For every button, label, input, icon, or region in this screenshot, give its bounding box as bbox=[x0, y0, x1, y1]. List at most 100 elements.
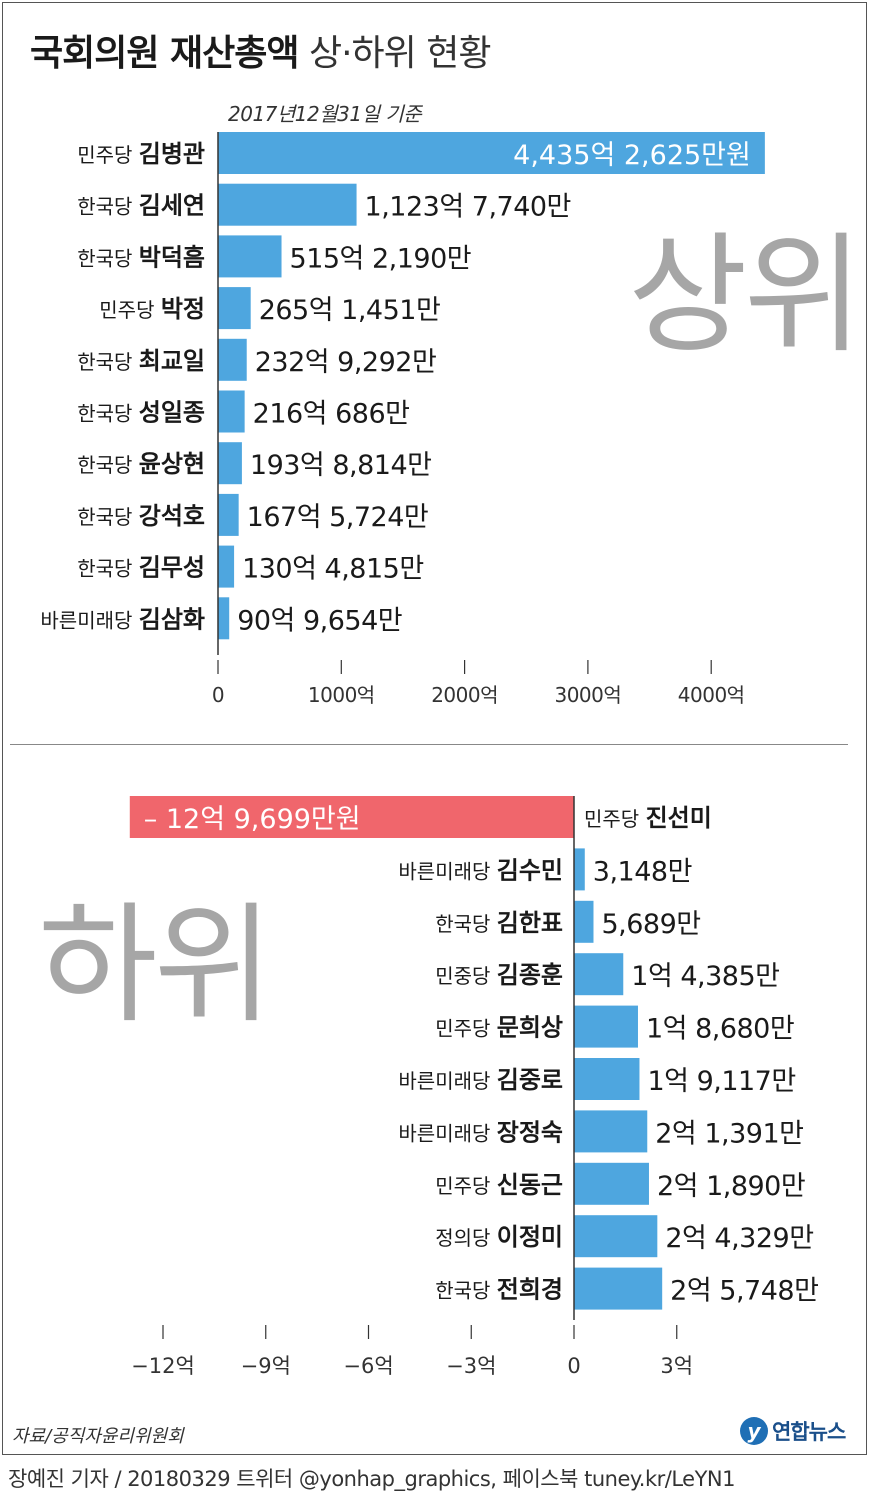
credit-line: 장예진 기자 / 20180329 트위터 @yonhap_graphics, … bbox=[8, 1467, 736, 1491]
member-name: 이정미 bbox=[497, 1223, 563, 1251]
bar-bottom-3 bbox=[574, 900, 594, 943]
party-name: 바른미래당 bbox=[40, 608, 138, 632]
value-label-top-10: 90억 9,654만 bbox=[237, 605, 402, 636]
chart-frame bbox=[2, 2, 867, 1455]
party-name: 민주당 bbox=[435, 1174, 497, 1198]
value-label-top-7: 193억 8,814만 bbox=[250, 450, 432, 481]
value-label-bottom-3: 5,689만 bbox=[601, 909, 700, 940]
member-name: 장정숙 bbox=[497, 1118, 563, 1146]
member-name: 강석호 bbox=[139, 502, 205, 530]
logo-mark: y bbox=[740, 1417, 768, 1445]
party-name: 민주당 bbox=[99, 298, 161, 322]
member-name: 윤상현 bbox=[139, 450, 205, 478]
member-name: 신동근 bbox=[497, 1171, 563, 1199]
party-name: 정의당 bbox=[435, 1226, 497, 1250]
row-label-bottom-6: 바른미래당 김중로 bbox=[398, 1066, 563, 1094]
bar-bottom-8 bbox=[574, 1162, 649, 1205]
row-label-top-6: 한국당 성일종 bbox=[77, 399, 205, 427]
tick-label-bottom-5: 3억 bbox=[660, 1354, 693, 1378]
bar-top-9 bbox=[218, 545, 235, 588]
party-name: 한국당 bbox=[77, 246, 139, 270]
member-name: 김세연 bbox=[139, 192, 205, 220]
row-label-top-3: 한국당 박덕흠 bbox=[77, 243, 205, 271]
tick-label-bottom-3: −3억 bbox=[446, 1354, 496, 1378]
yonhap-logo: y 연합뉴스 bbox=[740, 1416, 846, 1446]
party-name: 한국당 bbox=[77, 453, 139, 477]
member-name: 김중로 bbox=[497, 1066, 563, 1094]
row-label-top-1: 민주당 김병관 bbox=[77, 140, 205, 168]
member-name: 최교일 bbox=[139, 347, 205, 375]
bar-bottom-9 bbox=[574, 1215, 658, 1258]
row-label-top-10: 바른미래당 김삼화 bbox=[40, 605, 205, 633]
bottom-group-label: 하위 bbox=[38, 889, 273, 1041]
value-label-bottom-1: – 12억 9,699만원 bbox=[144, 804, 361, 835]
value-label-bottom-6: 1억 9,117만 bbox=[647, 1066, 795, 1097]
party-name: 민주당 bbox=[77, 143, 139, 167]
row-label-top-9: 한국당 김무성 bbox=[77, 554, 205, 582]
row-label-top-4: 민주당 박정 bbox=[99, 295, 205, 323]
row-label-bottom-7: 바른미래당 장정숙 bbox=[398, 1118, 563, 1146]
title-bold: 국회의원 재산총액 bbox=[30, 33, 299, 74]
party-name: 민주당 bbox=[584, 807, 646, 831]
party-name: 민주당 bbox=[435, 1017, 497, 1041]
party-name: 바른미래당 bbox=[398, 1121, 496, 1145]
value-label-top-3: 515억 2,190만 bbox=[290, 243, 472, 274]
party-name: 한국당 bbox=[77, 505, 139, 529]
bar-top-7 bbox=[218, 442, 242, 485]
value-label-top-9: 130억 4,815만 bbox=[242, 554, 424, 585]
bar-bottom-2 bbox=[574, 848, 585, 891]
tick-label-top-3000: 3000억 bbox=[554, 683, 621, 707]
member-name: 박덕흠 bbox=[139, 243, 205, 271]
value-label-top-6: 216억 686만 bbox=[253, 399, 410, 430]
tick-label-bottom-2: −6억 bbox=[343, 1354, 393, 1378]
row-label-top-8: 한국당 강석호 bbox=[77, 502, 205, 530]
bar-top-5 bbox=[218, 338, 247, 381]
value-label-bottom-4: 1억 4,385만 bbox=[631, 961, 779, 992]
member-name: 박정 bbox=[161, 295, 205, 323]
bar-bottom-10 bbox=[574, 1267, 663, 1310]
reference-date: 2017년12월31일 기준 bbox=[228, 102, 422, 126]
value-label-top-5: 232억 9,292만 bbox=[255, 347, 437, 378]
member-name: 김수민 bbox=[497, 856, 563, 884]
member-name: 김삼화 bbox=[139, 605, 205, 633]
row-label-top-2: 한국당 김세연 bbox=[77, 192, 205, 220]
value-label-bottom-9: 2억 4,329만 bbox=[665, 1223, 813, 1254]
section-divider bbox=[10, 744, 848, 745]
value-label-top-8: 167억 5,724만 bbox=[247, 502, 429, 533]
member-name: 김종훈 bbox=[497, 961, 563, 989]
value-label-bottom-10: 2억 5,748만 bbox=[670, 1276, 818, 1307]
logo-text: 연합뉴스 bbox=[772, 1420, 846, 1444]
source-note: 자료/공직자윤리위원회 bbox=[12, 1426, 184, 1447]
tick-label-bottom-0: −12억 bbox=[131, 1354, 195, 1378]
party-name: 한국당 bbox=[77, 350, 139, 374]
party-name: 바른미래당 bbox=[398, 1069, 496, 1093]
value-label-top-4: 265억 1,451만 bbox=[259, 295, 441, 326]
row-label-bottom-10: 한국당 전희경 bbox=[435, 1276, 563, 1304]
row-label-bottom-5: 민주당 문희상 bbox=[435, 1014, 563, 1042]
row-label-top-7: 한국당 윤상현 bbox=[77, 450, 205, 478]
value-label-bottom-5: 1억 8,680만 bbox=[646, 1014, 794, 1045]
tick-label-top-1000: 1000억 bbox=[308, 683, 375, 707]
tick-label-bottom-4: 0 bbox=[567, 1354, 580, 1378]
member-name: 문희상 bbox=[497, 1014, 563, 1042]
value-label-top-1: 4,435억 2,625만원 bbox=[513, 140, 751, 171]
bar-bottom-5 bbox=[574, 1005, 638, 1048]
member-name: 김한표 bbox=[497, 909, 563, 937]
bar-top-1 bbox=[218, 132, 765, 174]
row-label-bottom-2: 바른미래당 김수민 bbox=[398, 856, 563, 884]
chart-title: 국회의원 재산총액 상·하위 현황 bbox=[30, 24, 491, 76]
bar-bottom-6 bbox=[574, 1058, 640, 1100]
top-group-label: 상위 bbox=[628, 219, 863, 371]
member-name: 김무성 bbox=[139, 554, 205, 582]
party-name: 한국당 bbox=[77, 195, 139, 219]
party-name: 한국당 bbox=[77, 402, 139, 426]
row-label-bottom-9: 정의당 이정미 bbox=[435, 1223, 563, 1251]
title-rest: 상·하위 현황 bbox=[308, 33, 491, 74]
value-label-bottom-7: 2억 1,391만 bbox=[655, 1118, 803, 1149]
row-label-top-5: 한국당 최교일 bbox=[77, 347, 205, 375]
party-name: 바른미래당 bbox=[398, 859, 496, 883]
row-label-bottom-3: 한국당 김한표 bbox=[435, 909, 563, 937]
bar-bottom-7 bbox=[574, 1110, 648, 1153]
bar-bottom-1 bbox=[129, 796, 574, 838]
